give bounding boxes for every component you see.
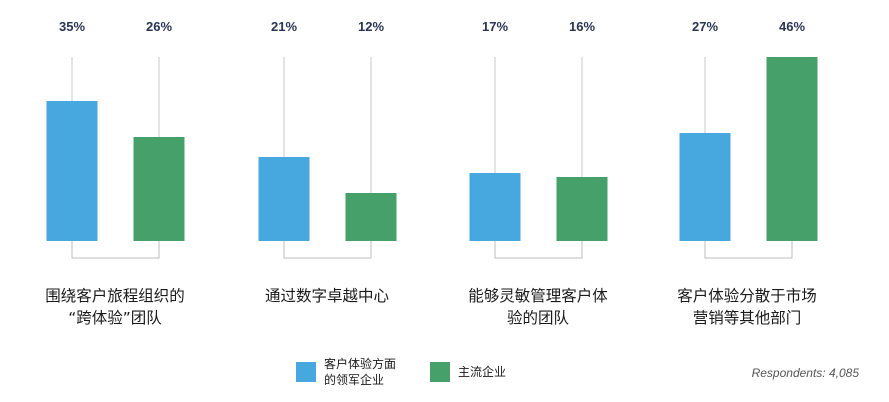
legend-label-mainstream: 主流企业 [458,365,507,379]
bar-mainstream-1 [133,137,185,241]
respondents-note: Respondents: 4,085 [751,366,859,380]
legend-label-leaders: 客户体验方面 的领军企业 [324,357,397,387]
bar-mainstream-3 [556,177,608,241]
bar-chart: 35% 26% 围绕客户旅程组织的“跨体验”团队 21% 12% 通过数字卓越中心 17% 1… [45,19,818,327]
data-label: 46% [779,19,805,34]
data-label: 35% [59,19,85,34]
data-label: 26% [146,19,172,34]
group-bracket [494,241,583,259]
category-label: 客户体验分散于市场营销等其他部门 [677,287,817,327]
bar-leaders-1 [46,101,98,241]
legend-swatch-mainstream [430,362,450,382]
legend-swatch-leaders [296,362,316,382]
data-label: 21% [271,19,297,34]
legend: 客户体验方面 的领军企业 主流企业 [0,352,889,396]
category-label: 通过数字卓越中心 [265,287,389,305]
bar-mainstream-4 [766,57,818,241]
legend-item-mainstream: 主流企业 [430,362,506,382]
group-bracket [704,241,793,259]
bar-leaders-4 [679,133,731,241]
bar-leaders-3 [469,173,521,241]
legend-item-leaders: 客户体验方面 的领军企业 [296,356,396,388]
bar-leaders-2 [258,157,310,241]
data-label: 17% [482,19,508,34]
group-bracket [71,241,160,259]
bar-mainstream-2 [345,193,397,241]
group-bracket [283,241,372,259]
data-label: 16% [569,19,595,34]
data-label: 12% [358,19,384,34]
category-label: 能够灵敏管理客户体验的团队 [468,287,608,327]
data-label: 27% [692,19,718,34]
category-label: 围绕客户旅程组织的“跨体验”团队 [45,287,185,327]
